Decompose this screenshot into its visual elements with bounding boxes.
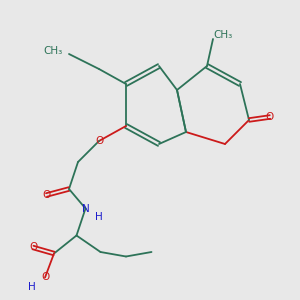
- Text: N: N: [82, 203, 89, 214]
- Text: H: H: [95, 212, 103, 223]
- Text: O: O: [266, 112, 274, 122]
- Text: O: O: [42, 190, 51, 200]
- Text: CH₃: CH₃: [214, 29, 233, 40]
- Text: H: H: [28, 281, 35, 292]
- Text: O: O: [95, 136, 103, 146]
- Text: O: O: [41, 272, 49, 283]
- Text: CH₃: CH₃: [43, 46, 62, 56]
- Text: O: O: [29, 242, 37, 253]
